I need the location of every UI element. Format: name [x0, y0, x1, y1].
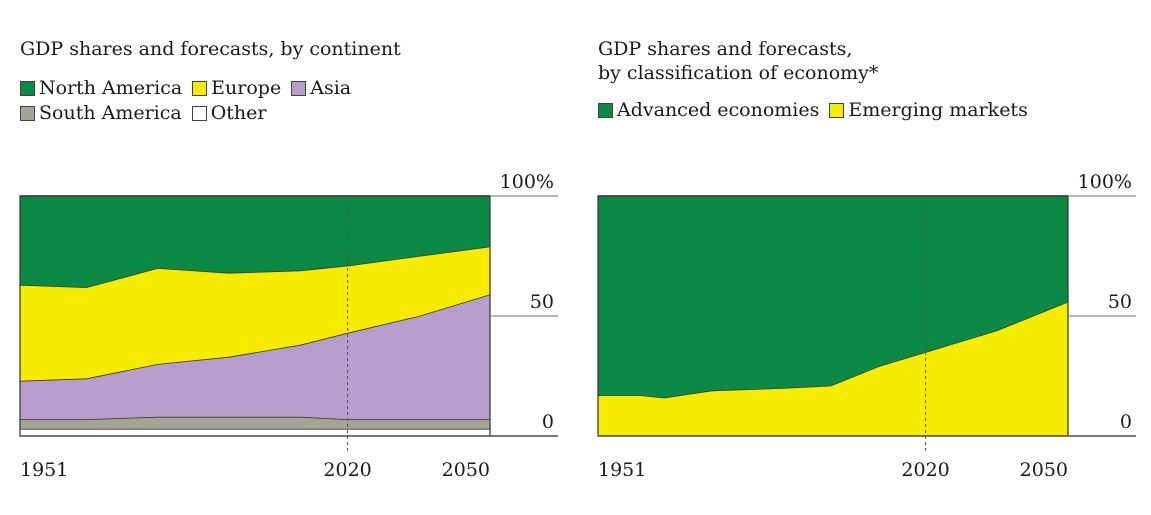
chart-title-line: GDP shares and forecasts, by continent [20, 38, 401, 60]
legend-swatch [191, 106, 207, 121]
legend-item: Emerging markets [829, 98, 1028, 123]
area-europe [20, 246, 490, 381]
legend-label: Advanced economies [617, 99, 820, 121]
legend-label: Emerging markets [848, 99, 1028, 121]
chart-title-line: GDP shares and forecasts, [598, 38, 853, 60]
y-tick-label: 100% [1078, 171, 1132, 193]
area-other [20, 428, 490, 436]
legend-swatch [192, 81, 208, 96]
legend-label: Europe [211, 77, 282, 99]
x-tick-label: 1951 [20, 459, 68, 481]
legend-row: South America Other [20, 101, 361, 126]
legend-item: Other [191, 101, 267, 126]
legend-label: South America [39, 102, 182, 124]
legend-swatch [20, 81, 35, 96]
y-tick-label: 50 [1108, 291, 1132, 313]
legend-item: North America [20, 76, 182, 101]
legend-item: Europe [192, 76, 281, 101]
x-tick-label: 1951 [598, 459, 646, 481]
legend-item: South America [20, 101, 182, 126]
y-tick-label: 50 [530, 291, 554, 313]
x-tick-label: 2020 [901, 459, 949, 481]
chart-legend: North America Europe Asia South America Othe… [20, 76, 361, 126]
x-tick-label: 2050 [1020, 459, 1068, 481]
y-tick-label: 100% [500, 171, 554, 193]
chart-legend: Advanced economies Emerging markets [598, 98, 1038, 123]
legend-label: Asia [310, 77, 352, 99]
area-chart-continent: 100% 50 0 1951 2020 2050 [19, 171, 558, 481]
legend-swatch [829, 103, 845, 118]
legend-swatch [20, 106, 35, 121]
chart-title: GDP shares and forecasts, by continent [20, 37, 401, 61]
x-tick-label: 2020 [323, 459, 371, 481]
legend-swatch [598, 103, 613, 118]
y-tick-label: 0 [1120, 411, 1132, 433]
legend-row: Advanced economies Emerging markets [598, 98, 1038, 123]
y-tick-label: 0 [542, 411, 554, 433]
legend-item: Asia [291, 76, 351, 101]
chart-panel-continent: GDP shares and forecasts, by continent N… [0, 0, 575, 515]
legend-label: North America [39, 77, 183, 99]
legend-label: Other [210, 102, 267, 124]
legend-swatch [291, 81, 307, 96]
area-north-america [20, 196, 490, 288]
chart-title: GDP shares and forecasts, by classificat… [598, 37, 878, 85]
area-asia [20, 294, 490, 420]
legend-item: Advanced economies [598, 98, 819, 123]
chart-title-line: by classification of economy* [598, 62, 879, 84]
legend-row: North America Europe Asia [20, 76, 361, 101]
chart-panel-economy: GDP shares and forecasts, by classificat… [578, 0, 1151, 515]
area-boundary-line [19, 293, 491, 382]
area-chart-economy: 100% 50 0 1951 2020 2050 [597, 171, 1136, 481]
area-emerging-markets [598, 301, 1068, 436]
area-advanced-economies [598, 196, 1068, 398]
x-tick-label: 2050 [442, 459, 490, 481]
